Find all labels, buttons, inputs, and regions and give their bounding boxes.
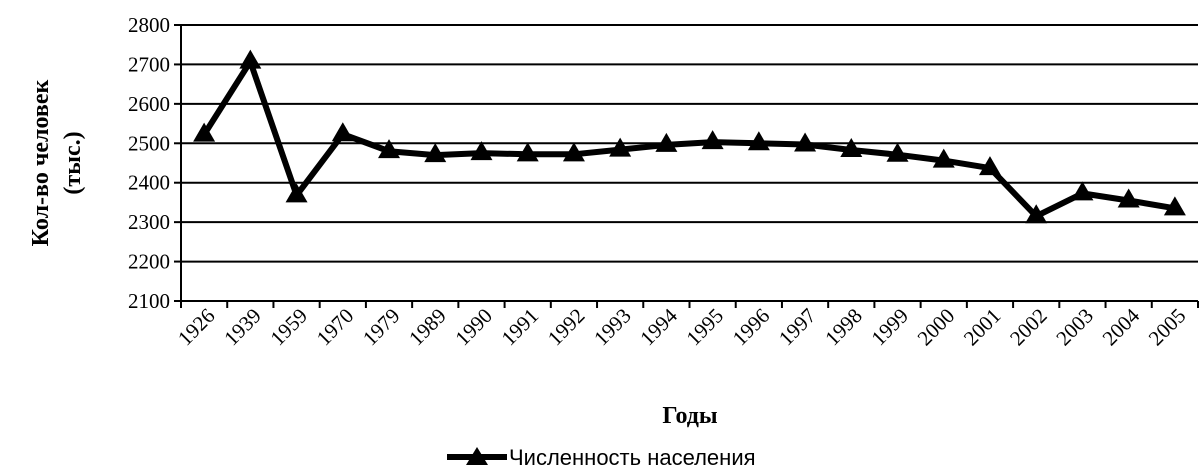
data-point-2005 xyxy=(1163,196,1186,216)
data-point-2003 xyxy=(1071,181,1094,201)
data-point-1994 xyxy=(655,132,678,152)
data-point-1996 xyxy=(747,131,770,151)
x-tick-label-1926: 1926 xyxy=(173,304,220,351)
x-tick-label-1990: 1990 xyxy=(450,304,497,351)
data-point-2002 xyxy=(1025,204,1048,224)
x-tick-label-1959: 1959 xyxy=(265,304,312,351)
x-tick-label-1998: 1998 xyxy=(820,304,867,351)
x-tick-label-1999: 1999 xyxy=(866,304,913,351)
data-point-1989 xyxy=(424,143,447,163)
y-tick-label-2700: 2700 xyxy=(128,52,170,76)
x-tick-label-2005: 2005 xyxy=(1144,304,1191,351)
x-tick-label-2001: 2001 xyxy=(959,304,1006,351)
data-point-1995 xyxy=(701,130,724,150)
x-tick-label-1995: 1995 xyxy=(681,304,728,351)
x-tick-label-1970: 1970 xyxy=(312,304,359,351)
x-tick-label-1994: 1994 xyxy=(635,303,682,350)
y-tick-label-2300: 2300 xyxy=(128,210,170,234)
y-tick-labels: 2100 2200 2300 2400 2500 2600 2700 2800 xyxy=(128,13,181,313)
data-point-1998 xyxy=(840,137,863,157)
y-tick-label-2100: 2100 xyxy=(128,289,170,313)
legend-triangle-icon xyxy=(466,447,488,465)
data-point-1993 xyxy=(609,137,632,157)
x-tick-label-2002: 2002 xyxy=(1005,304,1052,351)
legend-label: Численность населения xyxy=(509,445,756,470)
data-point-2001 xyxy=(978,156,1001,176)
y-axis-title-line2: (тыс.) xyxy=(60,131,86,194)
series-line-0 xyxy=(201,58,1176,220)
y-tick-label-2500: 2500 xyxy=(128,131,170,155)
axes xyxy=(180,25,1198,302)
data-point-2000 xyxy=(932,148,955,168)
legend: Численность населения xyxy=(447,445,756,470)
x-tick-label-2000: 2000 xyxy=(913,304,960,351)
data-point-1970 xyxy=(331,122,354,142)
data-point-1997 xyxy=(794,132,817,152)
data-point-1979 xyxy=(378,139,401,159)
data-point-1959 xyxy=(285,183,308,203)
x-tick-label-2004: 2004 xyxy=(1098,303,1145,350)
y-tick-label-2600: 2600 xyxy=(128,92,170,116)
y-tick-label-2400: 2400 xyxy=(128,171,170,195)
y-axis-title-line1: Кол-во человек xyxy=(28,80,54,247)
data-point-1990 xyxy=(470,141,493,161)
x-tick-labels: 1926 1939 1959 1970 1979 1989 1990 1991 1992 1993… xyxy=(173,301,1199,351)
data-point-1992 xyxy=(562,142,585,162)
gridlines xyxy=(181,24,1198,263)
x-tick-label-2003: 2003 xyxy=(1051,304,1098,351)
data-point-1926 xyxy=(193,122,216,142)
y-tick-label-2200: 2200 xyxy=(128,250,170,274)
x-tick-label-1989: 1989 xyxy=(404,304,451,351)
data-point-1991 xyxy=(516,142,539,162)
data-point-2004 xyxy=(1117,188,1140,208)
x-tick-label-1997: 1997 xyxy=(774,304,821,351)
x-tick-label-1993: 1993 xyxy=(589,304,636,351)
x-axis-title: Годы xyxy=(662,403,718,429)
data-point-1999 xyxy=(886,142,909,162)
x-tick-label-1939: 1939 xyxy=(219,304,266,351)
y-tick-label-2800: 2800 xyxy=(128,13,170,37)
x-tick-label-1991: 1991 xyxy=(497,304,544,351)
x-tick-label-1996: 1996 xyxy=(728,304,775,351)
x-tick-label-1992: 1992 xyxy=(543,304,590,351)
series-population xyxy=(193,49,1186,224)
x-tick-label-1979: 1979 xyxy=(358,304,405,351)
data-point-1939 xyxy=(239,49,262,69)
